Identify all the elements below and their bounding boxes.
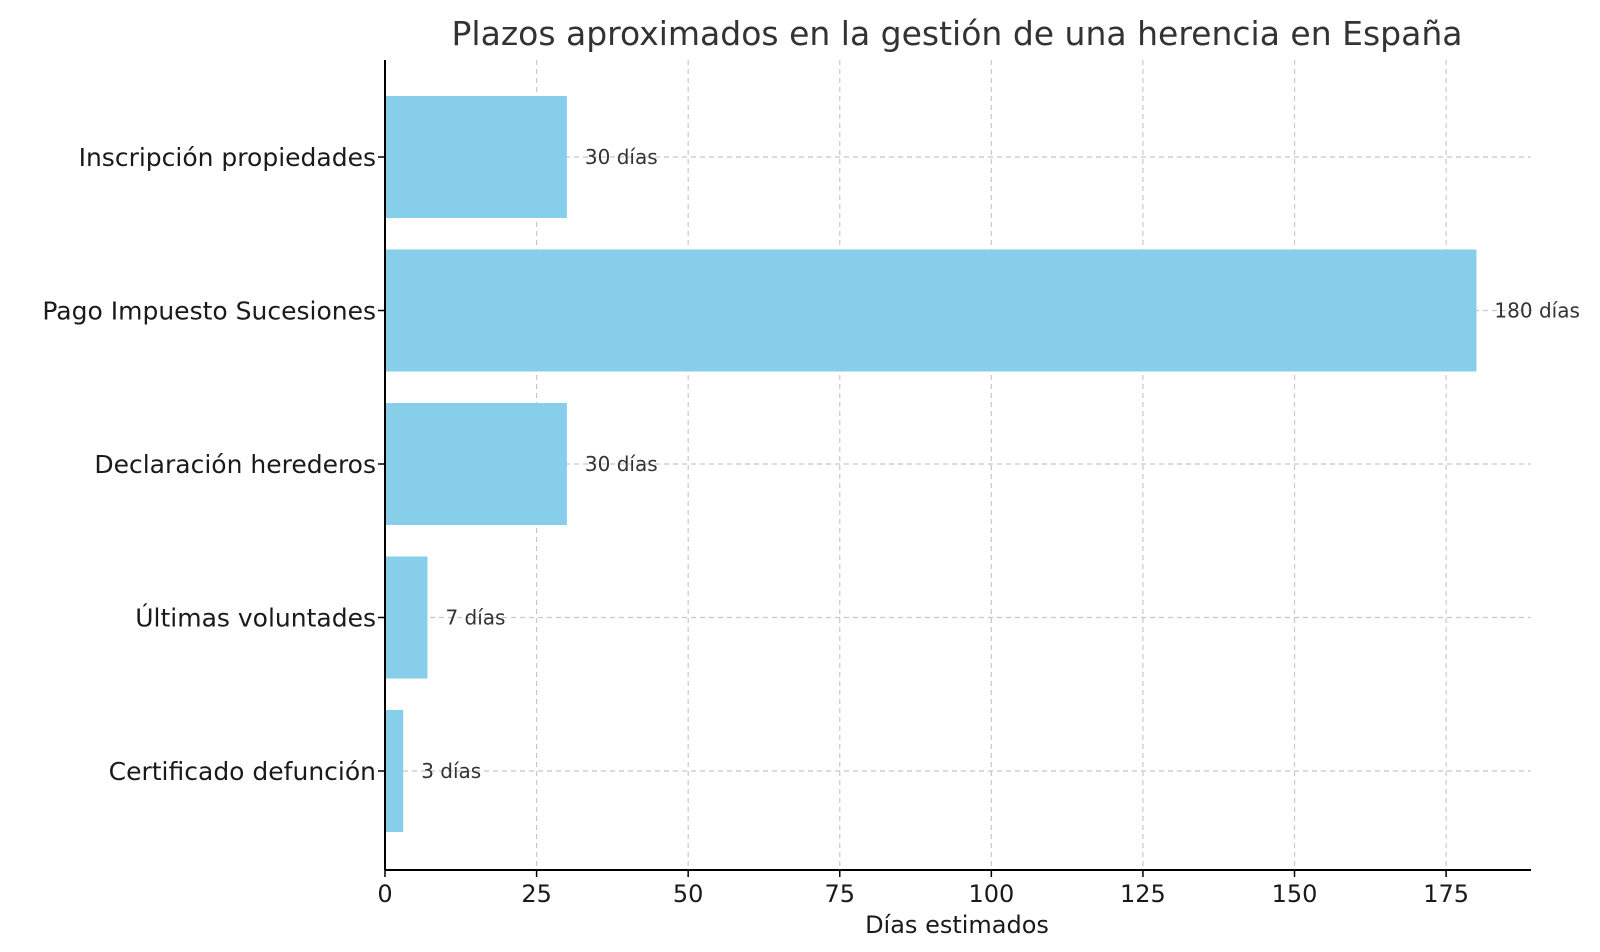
bar [385,556,428,679]
bar-value-label: 7 días [445,606,505,630]
category-label: Inscripción propiedades [79,143,376,172]
bar [385,96,567,218]
bar-value-label: 30 días [585,145,658,169]
axes: 0 25 50 75 100 125 150 175 Certificado defunción… [42,60,1531,908]
data-labels: 3 días 7 días 30 días 180 días 30 días [421,145,1580,783]
bar-value-label: 30 días [585,452,658,476]
x-tick-label: 150 [1272,880,1318,908]
bar-value-label: 3 días [421,759,481,783]
x-tick-label: 0 [377,880,392,908]
category-label: Certificado defunción [109,757,376,786]
chart-title: Plazos aproximados en la gestión de una … [452,14,1463,53]
x-tick-label: 125 [1120,880,1166,908]
x-tick-label: 100 [968,880,1014,908]
x-axis-label: Días estimados [865,911,1049,939]
x-tick-label: 25 [521,880,552,908]
category-label: Últimas voluntades [135,603,376,633]
bar [385,710,404,832]
bars [385,96,1477,832]
bar [385,403,567,525]
x-tick-label: 50 [673,880,704,908]
bar [385,249,1477,372]
grid-lines [385,60,1531,870]
category-label: Declaración herederos [94,450,376,479]
bar-value-label: 180 días [1494,299,1579,323]
x-tick-label: 175 [1423,880,1469,908]
x-tick-label: 75 [824,880,855,908]
category-label: Pago Impuesto Sucesiones [42,297,376,326]
